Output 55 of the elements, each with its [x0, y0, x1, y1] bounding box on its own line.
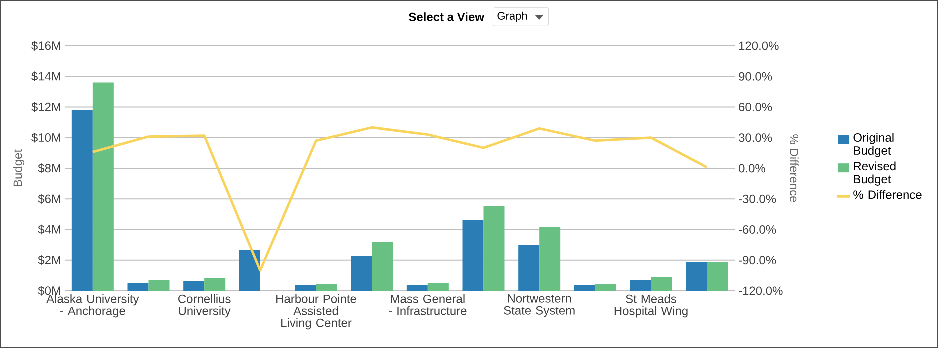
bar — [540, 227, 561, 291]
bar — [351, 256, 372, 291]
line-series — [92, 126, 708, 272]
y2-tick-label: 90.0% — [739, 72, 772, 81]
text: Graph — [498, 12, 528, 22]
y-tick-label: $2M — [38, 256, 60, 266]
y2-tick-label: 30.0% — [738, 134, 772, 142]
y-tick-label: $12M — [32, 102, 60, 112]
bar — [184, 281, 205, 291]
y2-tick-label: -120.0% — [739, 286, 783, 296]
y2-tick-label: 60.0% — [739, 103, 772, 112]
bar — [72, 110, 93, 291]
x-tick-label: Mass General - Infrastructure — [389, 294, 467, 316]
bar — [707, 262, 728, 291]
y2-tick-label: -90.0% — [739, 256, 776, 265]
bar — [428, 283, 449, 291]
bar — [239, 250, 260, 291]
legend-label: % Difference — [854, 190, 922, 200]
y-tick-label: $6M — [38, 194, 60, 204]
x-tick-label: Alaska University - Anchorage — [46, 294, 140, 318]
legend-label: Original Budget — [854, 133, 894, 158]
bar — [406, 285, 428, 291]
y-tick-label: $14M — [32, 72, 60, 82]
x-tick-label: Harbour Pointe Assisted Living Center — [276, 294, 356, 330]
x-tick-label: St Meads Hospital Wing — [614, 294, 688, 318]
bar — [651, 277, 672, 291]
x-tick-label: Nortwestern State System — [504, 294, 575, 318]
bar — [128, 283, 149, 291]
y-tick-label: $0M — [38, 286, 60, 296]
bar — [204, 278, 226, 291]
y2-tick-label: -30.0% — [739, 194, 776, 204]
y2-tick-label: 120.0% — [739, 42, 779, 50]
y-tick-label: $4M — [38, 224, 60, 235]
bar — [92, 82, 114, 291]
y2-tick-label: 0.0% — [739, 164, 766, 173]
bar — [686, 262, 708, 291]
bar — [630, 280, 652, 291]
y2-axis-title: % Difference — [790, 134, 799, 202]
bar — [518, 245, 540, 291]
bar — [462, 220, 484, 291]
bar — [484, 206, 505, 291]
y-tick-label: $10M — [32, 133, 60, 143]
legend-label: Revised Budget — [854, 162, 896, 186]
y-axis-title: Budget — [13, 150, 25, 187]
bar — [574, 285, 596, 291]
y-tick-label: $8M — [38, 164, 60, 174]
bar — [372, 242, 394, 291]
text: Select a View — [409, 12, 485, 22]
x-tick-label: Cornellius University — [178, 294, 231, 318]
y2-tick-label: -60.0% — [739, 226, 776, 234]
y-tick-label: $16M — [32, 41, 60, 51]
bar — [316, 284, 338, 291]
bar — [295, 285, 316, 291]
bar — [148, 280, 170, 291]
bar — [595, 284, 616, 291]
